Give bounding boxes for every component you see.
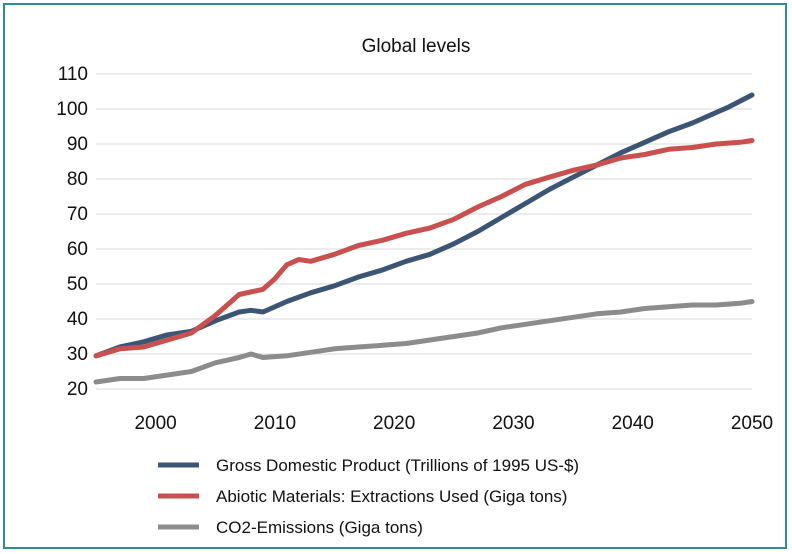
gridlines xyxy=(96,73,752,390)
x-tick-label: 2000 xyxy=(134,413,176,434)
y-axis-ticks: 20 30 40 50 60 70 80 90 100 110 xyxy=(56,64,88,400)
series-line-2 xyxy=(93,299,755,385)
y-tick-label: 50 xyxy=(67,274,88,295)
y-tick-label: 100 xyxy=(56,99,88,120)
x-tick-label: 2020 xyxy=(373,413,415,434)
y-tick-label: 40 xyxy=(67,309,88,330)
legend: Gross Domestic Product (Trillions of 199… xyxy=(158,456,579,537)
y-tick-label: 60 xyxy=(67,239,88,260)
series-line-0 xyxy=(93,92,755,359)
legend-label-2: CO2-Emissions (Giga tons) xyxy=(216,518,423,537)
x-tick-label: 2050 xyxy=(731,413,773,434)
legend-label-0: Gross Domestic Product (Trillions of 199… xyxy=(216,456,579,475)
y-tick-label: 90 xyxy=(67,134,88,155)
y-tick-label: 110 xyxy=(58,64,88,85)
series-line-1 xyxy=(93,138,755,359)
legend-label-1: Abiotic Materials: Extractions Used (Gig… xyxy=(216,487,567,506)
y-tick-label: 80 xyxy=(67,169,88,190)
y-tick-label: 70 xyxy=(67,204,88,225)
y-tick-label: 30 xyxy=(67,344,88,365)
x-tick-label: 2010 xyxy=(254,413,296,434)
chart-frame xyxy=(3,3,787,549)
x-axis-ticks: 2000 2010 2020 2030 2040 2050 xyxy=(134,413,773,434)
x-tick-label: 2040 xyxy=(612,413,654,434)
chart-title: Global levels xyxy=(362,36,471,57)
series-layer xyxy=(93,92,755,385)
y-tick-label: 20 xyxy=(67,379,88,400)
x-tick-label: 2030 xyxy=(492,413,534,434)
